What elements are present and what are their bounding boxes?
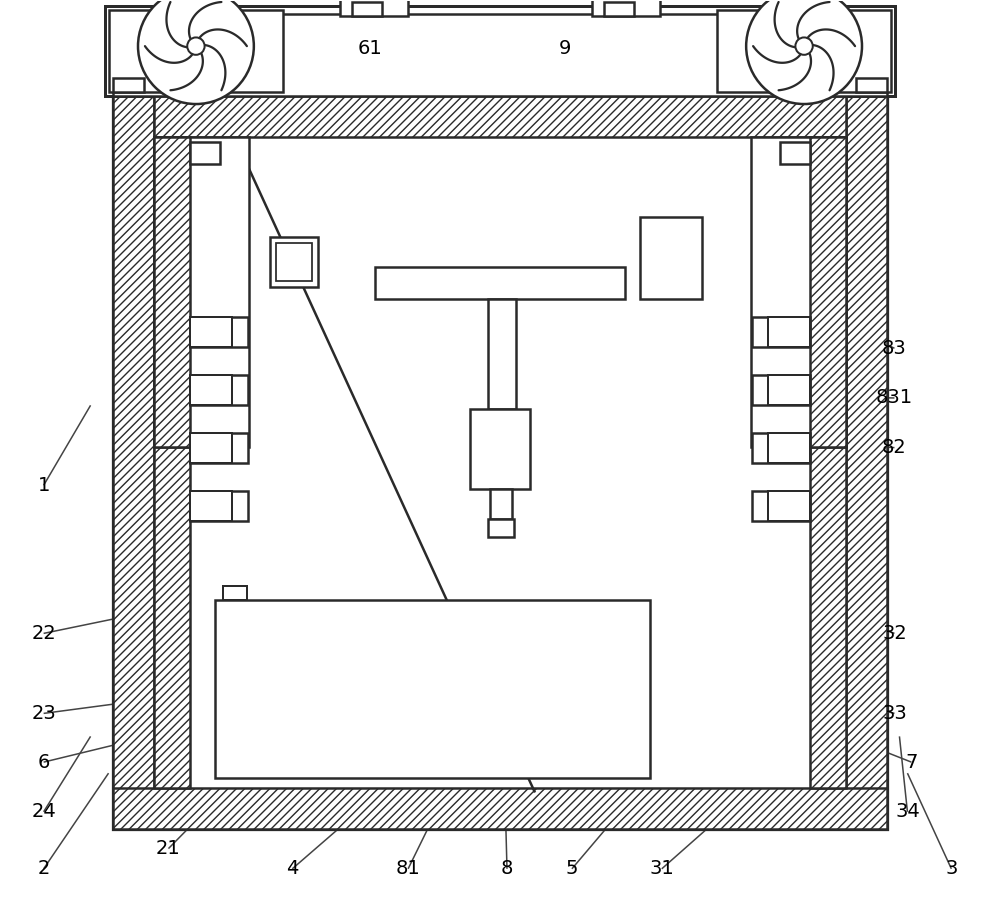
Bar [470, 409, 530, 489]
Bar [190, 491, 232, 521]
Bar [752, 375, 810, 405]
Bar [810, 137, 846, 447]
Bar [780, 143, 810, 165]
Bar [190, 433, 248, 463]
Text: 5: 5 [566, 859, 578, 879]
Bar [488, 299, 516, 409]
Bar [375, 267, 625, 299]
Text: 33: 33 [882, 704, 907, 723]
Bar [752, 491, 810, 521]
Bar [154, 137, 249, 447]
Bar [190, 317, 248, 347]
Bar [751, 137, 846, 447]
Bar [154, 137, 190, 447]
Bar [190, 433, 232, 463]
Bar [592, 0, 660, 16]
Circle shape [187, 38, 205, 55]
Text: 831: 831 [876, 389, 913, 407]
Bar [276, 243, 312, 281]
Bar [190, 375, 232, 405]
Circle shape [795, 38, 813, 55]
Bar [352, 2, 382, 16]
Text: 21: 21 [156, 839, 181, 858]
Bar [810, 137, 846, 787]
Bar [604, 2, 634, 16]
Text: 6: 6 [37, 752, 50, 772]
Bar [340, 0, 408, 16]
Bar [113, 77, 144, 91]
Text: 22: 22 [31, 624, 56, 643]
Bar [846, 96, 887, 830]
Bar [856, 77, 887, 91]
Bar [154, 96, 846, 137]
Bar [190, 491, 248, 521]
Bar [768, 433, 810, 463]
Circle shape [746, 0, 862, 104]
Text: 82: 82 [882, 438, 907, 457]
Bar [190, 143, 220, 165]
Text: 32: 32 [882, 624, 907, 643]
Bar [768, 375, 810, 405]
Text: 8: 8 [501, 859, 513, 879]
Text: 34: 34 [895, 802, 920, 822]
Text: 3: 3 [945, 859, 958, 879]
Text: 31: 31 [649, 859, 674, 879]
Bar [768, 491, 810, 521]
Bar [752, 317, 810, 347]
Bar [105, 6, 895, 96]
Bar [752, 433, 810, 463]
Circle shape [138, 0, 254, 104]
Bar [113, 96, 154, 830]
Text: 24: 24 [31, 802, 56, 822]
Text: 2: 2 [37, 859, 50, 879]
Text: 7: 7 [905, 752, 918, 772]
Bar [717, 10, 891, 91]
Bar [768, 317, 810, 347]
Text: 9: 9 [559, 39, 571, 58]
Text: 4: 4 [286, 859, 298, 879]
Text: 81: 81 [396, 859, 421, 879]
Bar [488, 519, 514, 537]
Bar [270, 238, 318, 287]
Bar [113, 14, 887, 96]
Bar [113, 96, 887, 830]
Bar [223, 586, 247, 600]
Bar [190, 375, 248, 405]
Bar [215, 600, 650, 777]
Text: 83: 83 [882, 339, 907, 357]
Bar [640, 217, 702, 299]
Text: 61: 61 [358, 39, 383, 58]
Bar [109, 10, 283, 91]
Bar [490, 489, 512, 519]
Bar [154, 137, 190, 787]
Bar [113, 787, 887, 830]
Text: 1: 1 [37, 476, 50, 495]
Bar [190, 317, 232, 347]
Text: 23: 23 [31, 704, 56, 723]
